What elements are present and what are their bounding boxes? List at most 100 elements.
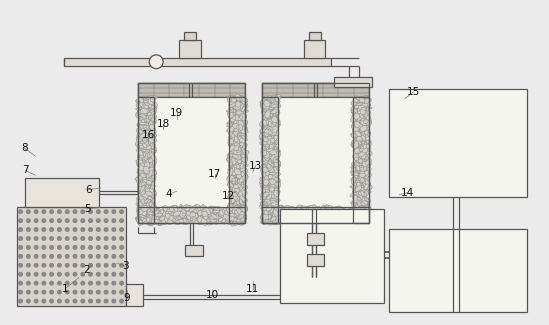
Ellipse shape [163,206,165,209]
Ellipse shape [265,103,271,107]
Ellipse shape [150,110,153,115]
Ellipse shape [264,130,269,137]
Ellipse shape [363,96,369,99]
Ellipse shape [232,185,236,191]
Circle shape [26,237,30,240]
Ellipse shape [233,218,238,221]
Ellipse shape [194,216,197,222]
Ellipse shape [239,128,244,134]
Ellipse shape [263,167,269,173]
Text: 4: 4 [165,189,172,200]
Ellipse shape [357,209,361,213]
Ellipse shape [261,146,265,150]
Ellipse shape [361,193,367,197]
Ellipse shape [270,206,274,210]
Ellipse shape [365,98,371,104]
Ellipse shape [222,209,225,214]
Ellipse shape [351,215,356,219]
Ellipse shape [357,124,363,130]
Ellipse shape [267,217,272,224]
Ellipse shape [243,150,247,155]
Ellipse shape [261,188,266,193]
Ellipse shape [148,172,154,178]
Ellipse shape [354,100,358,105]
Ellipse shape [340,212,345,215]
Ellipse shape [335,214,340,218]
Ellipse shape [271,123,277,128]
Ellipse shape [297,215,302,219]
Ellipse shape [264,122,268,126]
Ellipse shape [362,198,368,206]
Ellipse shape [272,128,278,131]
Ellipse shape [238,202,243,210]
Ellipse shape [145,209,152,213]
Ellipse shape [271,126,278,133]
Ellipse shape [260,101,266,106]
Ellipse shape [267,164,271,168]
Ellipse shape [272,217,276,220]
Ellipse shape [263,97,266,100]
Ellipse shape [144,147,152,152]
Ellipse shape [145,141,150,147]
Ellipse shape [151,220,154,226]
Ellipse shape [170,206,173,212]
Ellipse shape [137,207,142,210]
Ellipse shape [140,179,145,184]
Ellipse shape [234,169,241,175]
Ellipse shape [305,220,311,225]
Ellipse shape [137,133,141,139]
Ellipse shape [143,208,149,212]
Ellipse shape [353,195,358,203]
Ellipse shape [210,220,214,222]
Ellipse shape [367,153,370,156]
Ellipse shape [295,220,299,225]
Ellipse shape [366,179,369,183]
Ellipse shape [266,195,272,200]
Ellipse shape [362,206,365,209]
Ellipse shape [231,197,236,203]
Circle shape [19,290,23,294]
Ellipse shape [238,172,244,177]
Ellipse shape [333,214,339,219]
Ellipse shape [237,172,243,177]
Ellipse shape [273,173,278,178]
Ellipse shape [330,217,337,223]
Ellipse shape [362,203,367,209]
Ellipse shape [270,215,272,221]
Ellipse shape [356,141,358,146]
Ellipse shape [162,218,166,224]
Ellipse shape [144,160,152,164]
Ellipse shape [150,97,155,102]
Circle shape [58,210,61,214]
Bar [280,209,384,303]
Circle shape [34,219,38,222]
Ellipse shape [367,191,371,193]
Ellipse shape [238,182,241,185]
Ellipse shape [297,215,301,221]
Ellipse shape [269,169,274,177]
Ellipse shape [349,217,354,222]
Ellipse shape [214,207,220,213]
Ellipse shape [362,190,366,195]
Ellipse shape [232,138,237,142]
Ellipse shape [353,141,357,144]
Ellipse shape [341,209,346,213]
Ellipse shape [266,144,272,148]
Ellipse shape [209,219,212,224]
Ellipse shape [242,172,247,177]
Ellipse shape [228,153,232,158]
Ellipse shape [149,134,154,137]
Ellipse shape [361,208,366,212]
Ellipse shape [361,140,365,145]
Ellipse shape [352,128,358,133]
Ellipse shape [231,176,235,180]
Circle shape [149,55,163,69]
Ellipse shape [287,217,293,221]
Ellipse shape [204,215,208,220]
Ellipse shape [260,220,266,224]
Ellipse shape [240,142,244,146]
Ellipse shape [302,217,307,221]
Ellipse shape [238,166,241,169]
Ellipse shape [155,213,163,216]
Ellipse shape [141,142,143,146]
